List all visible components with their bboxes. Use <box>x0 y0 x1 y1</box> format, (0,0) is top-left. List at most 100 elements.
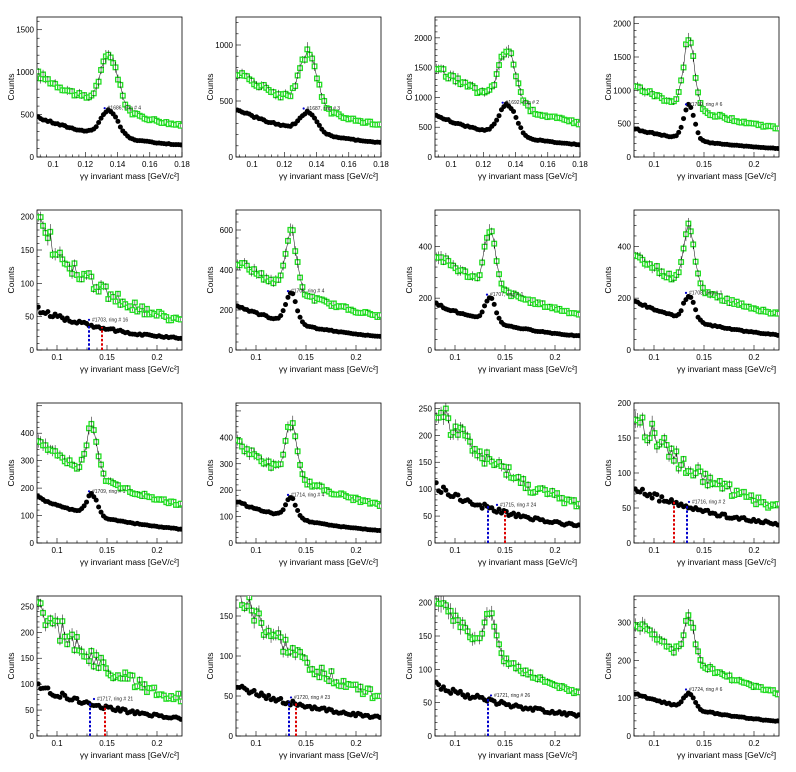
chart-panel-11: 0.1 0.15 0.2 50 100 150 200 250 0 γγ invariant ma… <box>398 386 597 579</box>
x-tick-label: 0.1 <box>449 739 461 748</box>
x-tick-label: 0.1 <box>446 160 458 169</box>
x-tick-label: 0.15 <box>696 160 712 169</box>
y-tick-label: 0 <box>229 153 234 162</box>
y-tick-label: 150 <box>21 654 35 663</box>
black-point <box>443 487 449 493</box>
x-tick-label: 0.14 <box>309 160 325 169</box>
y-tick-label: 1500 <box>414 64 432 73</box>
y-tick-label: 200 <box>618 294 632 303</box>
y-tick-label: 100 <box>419 665 433 674</box>
run-annotation: #1692, ring # 2 <box>506 100 540 106</box>
y-tick-label: 1000 <box>613 86 631 95</box>
x-axis-label: γγ invariant mass [GeV/c²] <box>80 171 179 181</box>
x-tick-label: 0.2 <box>151 353 163 362</box>
y-tick-label: 0 <box>627 153 632 162</box>
y-tick-label: 500 <box>220 97 234 106</box>
x-axis-label: γγ invariant mass [GeV/c²] <box>80 557 179 567</box>
black-point <box>775 522 779 528</box>
run-annotation: #1687, ring # 3 <box>307 106 341 112</box>
chart-svg: 0.1 0.15 0.2 100 200 300 0 γγ invariant mass [G… <box>603 595 780 760</box>
x-tick-label: 0.18 <box>572 160 588 169</box>
y-tick-label: 0 <box>627 732 632 741</box>
green-point <box>575 311 580 318</box>
plot-frame <box>235 209 382 351</box>
black-point <box>37 681 41 687</box>
black-point <box>649 495 655 501</box>
chart-panel-7: 0.1 0.15 0.2 200 400 0 γγ invariant mass [GeV/… <box>398 193 597 386</box>
black-point <box>479 309 485 315</box>
x-tick-label: 0.2 <box>549 739 561 748</box>
y-tick-label: 300 <box>618 618 632 627</box>
black-point <box>314 119 320 125</box>
x-axis-label: γγ invariant mass [GeV/c²] <box>279 171 378 181</box>
black-point <box>266 692 272 698</box>
run-annotation: #1720, ring # 23 <box>294 695 330 701</box>
x-tick-label: 0.1 <box>51 546 63 555</box>
x-tick-label: 0.1 <box>648 160 660 169</box>
y-tick-label: 600 <box>220 226 234 235</box>
y-tick-label: 300 <box>21 457 35 466</box>
x-tick-label: 0.14 <box>110 160 126 169</box>
x-tick-label: 0.2 <box>748 160 760 169</box>
black-point <box>290 291 296 297</box>
black-point <box>292 502 298 508</box>
x-tick-label: 0.1 <box>449 353 461 362</box>
y-tick-label: 50 <box>622 504 631 513</box>
plot-frame <box>434 209 581 351</box>
x-axis-label: γγ invariant mass [GeV/c²] <box>677 171 776 181</box>
black-point <box>74 695 80 701</box>
plot-area <box>37 596 182 736</box>
black-point <box>511 108 517 114</box>
y-axis-label: Counts <box>404 267 414 294</box>
x-axis-label: γγ invariant mass [GeV/c²] <box>677 750 776 760</box>
x-tick-label: 0.1 <box>449 546 461 555</box>
plot-area <box>435 44 580 148</box>
y-tick-label: 200 <box>21 628 35 637</box>
black-point <box>681 116 687 122</box>
y-tick-label: 1500 <box>16 26 34 35</box>
run-annotation: #1706, ring # 4 <box>291 289 325 295</box>
chart-svg: 0.1 0.15 0.2 50 100 150 200 0 γγ invariant mass … <box>603 399 780 567</box>
x-tick-label: 0.18 <box>174 160 190 169</box>
green-point <box>774 310 779 317</box>
chart-svg: 0.1 0.15 0.2 200 400 0 γγ invariant mass [GeV/… <box>603 209 780 374</box>
green-point <box>177 698 182 705</box>
y-tick-label: 0 <box>30 539 35 548</box>
black-point <box>283 502 289 508</box>
y-tick-label: 200 <box>618 399 632 408</box>
y-tick-label: 400 <box>220 433 234 442</box>
y-tick-label: 100 <box>21 279 35 288</box>
black-point <box>775 718 779 724</box>
y-tick-label: 0 <box>428 153 433 162</box>
run-annotation: #1709, ring # 1 <box>92 489 126 495</box>
green-point <box>235 583 240 588</box>
y-tick-label: 0 <box>428 539 433 548</box>
x-tick-label: 0.12 <box>476 160 492 169</box>
annotation-dot <box>485 293 489 296</box>
x-tick-label: 0.1 <box>247 160 259 169</box>
black-point <box>45 685 51 691</box>
plot-area <box>235 583 381 736</box>
black-point <box>683 107 689 113</box>
y-tick-label: 50 <box>25 313 34 322</box>
green-point <box>575 500 580 507</box>
chart-panel-12: 0.1 0.15 0.2 50 100 150 200 0 γγ invariant mass … <box>597 386 796 579</box>
run-annotation: #1714, ring # 4 <box>291 492 325 498</box>
y-tick-label: 0 <box>30 346 35 355</box>
black-point <box>280 308 286 314</box>
black-point <box>482 303 488 309</box>
chart-svg: 0.1 0.15 0.2 100 200 300 400 0 γγ invariant mass… <box>205 402 382 567</box>
x-axis-label: γγ invariant mass [GeV/c²] <box>478 364 577 374</box>
annotation-dot <box>103 107 106 110</box>
black-point <box>518 125 524 131</box>
x-tick-label: 0.16 <box>540 160 556 169</box>
run-annotation: #1716, ring # 2 <box>692 499 726 505</box>
plot-area <box>37 416 182 532</box>
y-tick-label: 200 <box>21 484 35 493</box>
black-point <box>688 104 694 110</box>
black-point <box>690 695 696 701</box>
green-point <box>774 501 779 507</box>
y-tick-label: 250 <box>21 602 35 611</box>
plot-frame <box>36 595 183 737</box>
chart-panel-6: 0.1 0.15 0.2 200 400 600 0 γγ invariant mass [G… <box>199 193 398 386</box>
